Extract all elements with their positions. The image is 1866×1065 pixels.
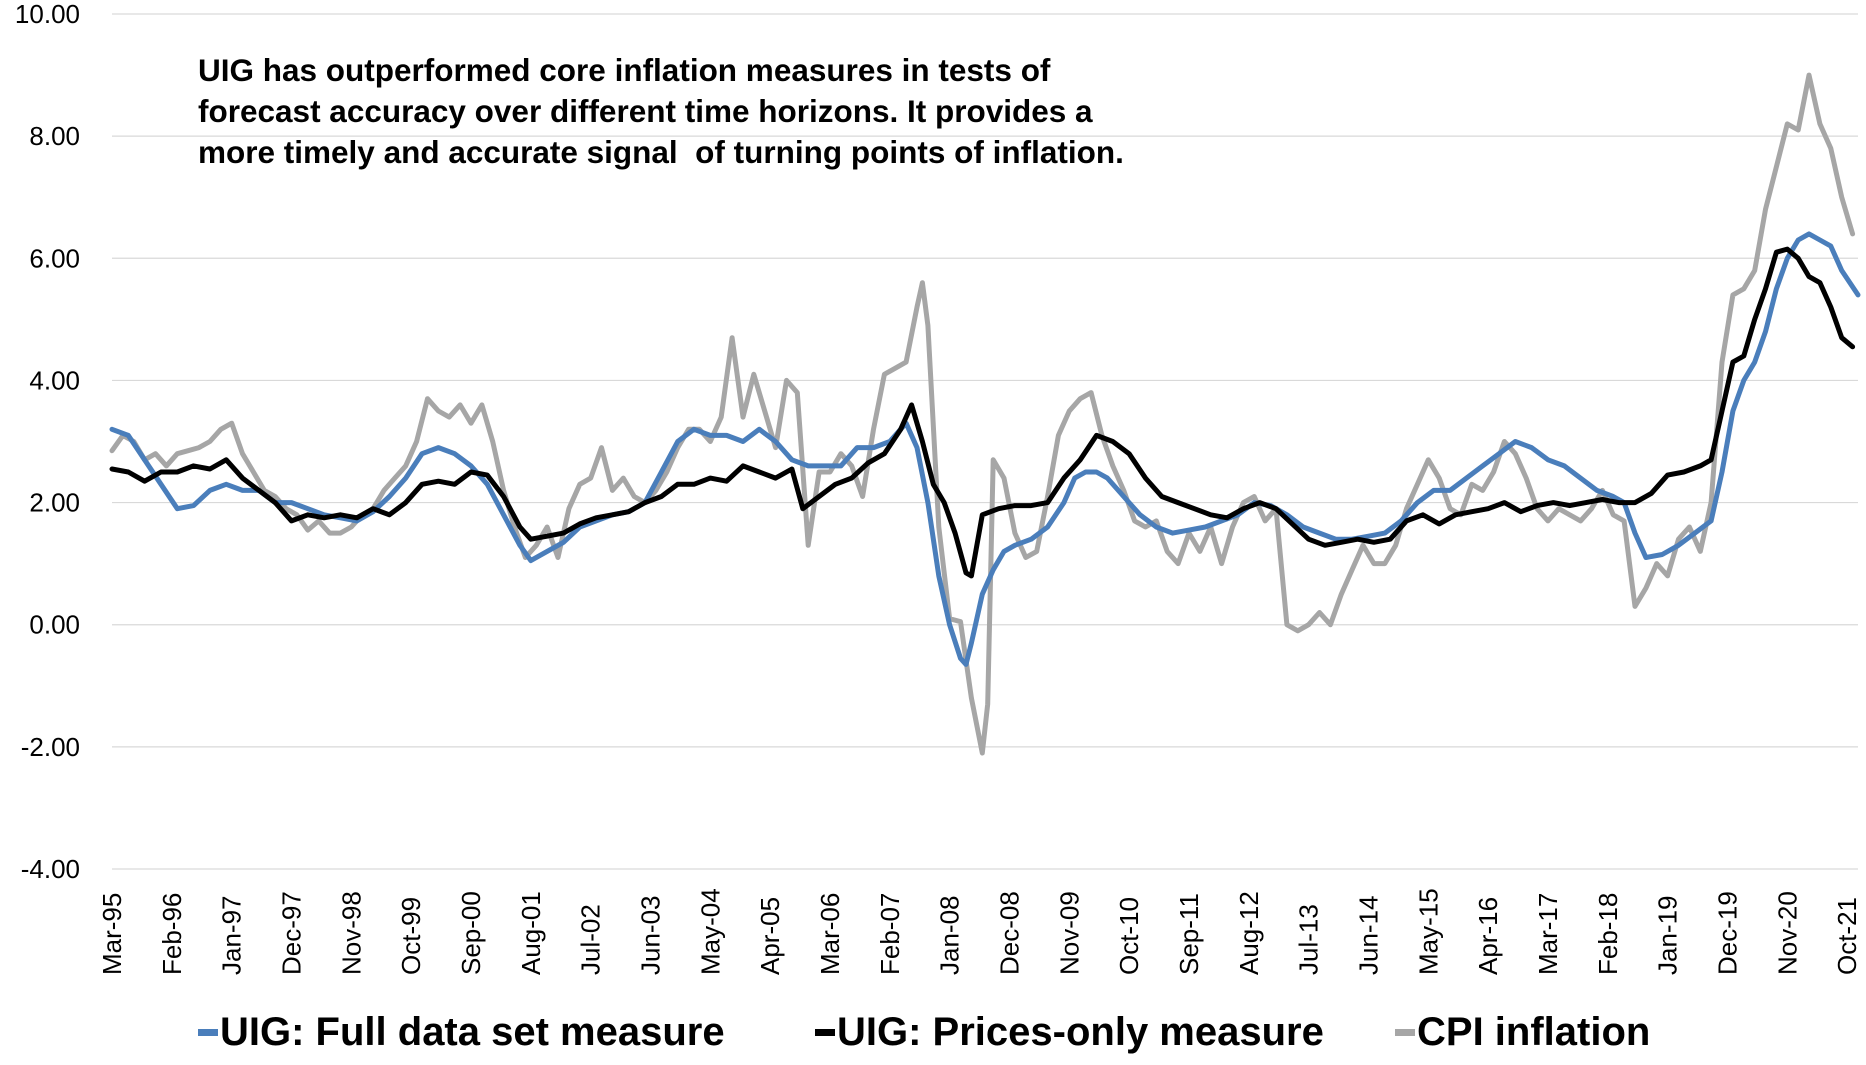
- x-tick-label: Jan-19: [1653, 896, 1683, 976]
- x-tick-label: Sep-11: [1174, 893, 1204, 975]
- x-tick-label: Nov-09: [1054, 891, 1084, 975]
- y-axis-ticks: -4.00 -2.00 0.00 2.00 4.00 6.00 8.00 10.00: [15, 0, 80, 884]
- x-tick-label: Dec-08: [994, 891, 1024, 975]
- x-tick-label: Feb-96: [157, 893, 187, 975]
- legend-swatch-uig-prices: [815, 1029, 835, 1036]
- chart-legend: UIG: Full data set measure UIG: Prices-o…: [0, 1010, 1866, 1065]
- legend-item-cpi: CPI inflation: [1395, 1010, 1650, 1055]
- x-tick-label: Nov-98: [336, 891, 366, 975]
- annotation-line-2: forecast accuracy over different time ho…: [198, 93, 1093, 129]
- x-tick-label: Dec-19: [1712, 891, 1742, 975]
- x-tick-label: Jun-03: [635, 896, 665, 976]
- legend-label-uig-prices: UIG: Prices-only measure: [837, 1010, 1324, 1054]
- chart-annotation: UIG has outperformed core inflation meas…: [198, 50, 1248, 173]
- y-tick-label: 6.00: [29, 243, 80, 273]
- legend-label-uig-full: UIG: Full data set measure: [220, 1010, 725, 1054]
- legend-swatch-uig-full: [198, 1029, 218, 1036]
- x-tick-label: Mar-95: [97, 893, 127, 975]
- x-tick-label: Jan-97: [217, 896, 247, 976]
- y-tick-label: 4.00: [29, 365, 80, 395]
- x-tick-label: Oct-10: [1114, 897, 1144, 975]
- legend-item-uig-prices: UIG: Prices-only measure: [815, 1010, 1324, 1055]
- x-tick-label: Jun-14: [1353, 896, 1383, 976]
- y-tick-label: -4.00: [21, 854, 80, 884]
- y-tick-label: 0.00: [29, 610, 80, 640]
- x-tick-label: Jul-13: [1294, 904, 1324, 975]
- x-tick-label: Feb-18: [1593, 893, 1623, 975]
- x-tick-label: Jan-08: [935, 896, 965, 975]
- legend-item-uig-full: UIG: Full data set measure: [198, 1010, 725, 1055]
- series-lines: [109, 72, 1861, 756]
- y-tick-label: 2.00: [29, 488, 80, 518]
- x-tick-label: Mar-06: [815, 893, 845, 975]
- x-tick-label: Mar-17: [1533, 893, 1563, 975]
- y-tick-label: 8.00: [29, 121, 80, 151]
- x-tick-label: Dec-97: [276, 891, 306, 975]
- annotation-line-3: more timely and accurate signal of turni…: [198, 134, 1124, 170]
- series-line-uig-full: [109, 231, 1861, 667]
- x-tick-label: Apr-16: [1473, 897, 1503, 975]
- series-line-cpi: [109, 72, 1856, 756]
- x-tick-label: Feb-07: [875, 893, 905, 975]
- x-tick-label: May-15: [1413, 888, 1443, 975]
- annotation-line-1: UIG has outperformed core inflation meas…: [198, 52, 1051, 88]
- x-tick-label: Apr-05: [755, 897, 785, 975]
- y-tick-label: 10.00: [15, 0, 80, 29]
- line-chart: -4.00 -2.00 0.00 2.00 4.00 6.00 8.00 10.00 Mar-…: [15, 0, 1862, 976]
- series-line-uig-prices: [109, 246, 1856, 579]
- x-tick-label: May-04: [695, 888, 725, 975]
- y-tick-label: -2.00: [21, 732, 80, 762]
- x-tick-label: Oct-21: [1832, 897, 1862, 975]
- x-tick-label: Jul-02: [576, 904, 606, 975]
- x-tick-label: Nov-20: [1772, 891, 1802, 975]
- x-tick-label: Aug-01: [516, 891, 546, 975]
- x-tick-label: Sep-00: [456, 891, 486, 975]
- x-tick-label: Oct-99: [396, 897, 426, 975]
- legend-label-cpi: CPI inflation: [1417, 1010, 1651, 1054]
- legend-swatch-cpi: [1395, 1029, 1415, 1036]
- x-axis-ticks: Mar-95 Feb-96 Jan-97 Dec-97 Nov-98 Oct-99 Sep-…: [97, 888, 1862, 976]
- x-tick-label: Aug-12: [1234, 891, 1264, 975]
